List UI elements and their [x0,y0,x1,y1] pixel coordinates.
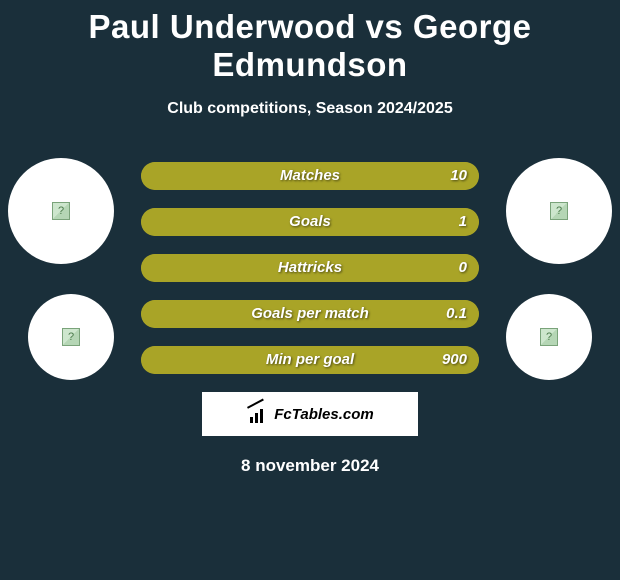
bar-hattricks: Hattricks 0 [141,254,479,282]
bar-value: 0.1 [446,300,467,328]
broken-image-icon [550,202,568,220]
avatar-player1-club [8,158,114,264]
avatar-player1-photo [28,294,114,380]
bar-goals: Goals 1 [141,208,479,236]
bar-value: 900 [442,346,467,374]
broken-image-icon [540,328,558,346]
bar-matches: Matches 10 [141,162,479,190]
comparison-content: Matches 10 Goals 1 Hattricks 0 Goals per… [0,158,620,476]
bar-label: Goals per match [141,300,479,328]
bar-label: Hattricks [141,254,479,282]
chart-arrow-icon [246,405,268,423]
bar-value: 1 [459,208,467,236]
bar-value: 0 [459,254,467,282]
subtitle: Club competitions, Season 2024/2025 [0,100,620,118]
bar-label: Matches [141,162,479,190]
bar-min-per-goal: Min per goal 900 [141,346,479,374]
bar-goals-per-match: Goals per match 0.1 [141,300,479,328]
broken-image-icon [62,328,80,346]
avatar-player2-club [506,158,612,264]
page-title: Paul Underwood vs George Edmundson [0,0,620,84]
bar-value: 10 [450,162,467,190]
broken-image-icon [52,202,70,220]
fctables-logo[interactable]: FcTables.com [202,392,418,436]
bar-label: Min per goal [141,346,479,374]
bar-label: Goals [141,208,479,236]
logo-text: FcTables.com [274,406,373,423]
avatar-player2-photo [506,294,592,380]
date-text: 8 november 2024 [0,456,620,476]
stats-bars: Matches 10 Goals 1 Hattricks 0 Goals per… [141,158,479,374]
